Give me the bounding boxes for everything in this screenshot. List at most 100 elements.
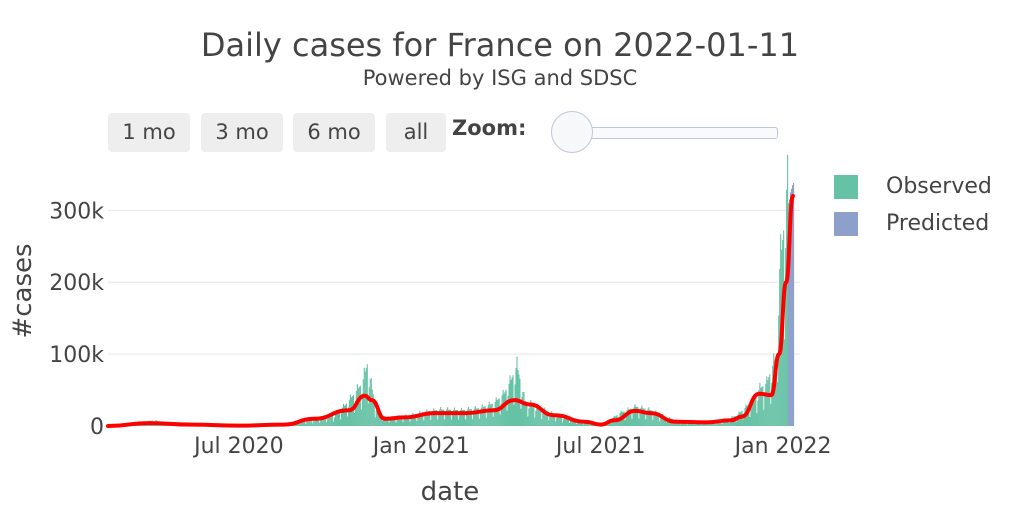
- bar-observed: [686, 424, 689, 426]
- bar-observed: [778, 315, 780, 426]
- bar-observed: [543, 409, 545, 426]
- bar-observed: [435, 410, 437, 426]
- bar-observed: [652, 420, 654, 426]
- bar-observed: [456, 410, 459, 426]
- bar-observed: [636, 406, 638, 426]
- bar-observed: [484, 406, 486, 426]
- bar-observed: [476, 408, 478, 426]
- bar-observed: [721, 424, 723, 426]
- bar-observed: [337, 411, 339, 426]
- bar-observed: [546, 410, 548, 426]
- bar-observed: [410, 417, 412, 426]
- bar-observed: [584, 422, 586, 426]
- bar-observed: [555, 421, 557, 426]
- bar-observed: [726, 419, 728, 426]
- bar-observed: [305, 423, 307, 426]
- bar-observed: [580, 421, 582, 426]
- bar-observed: [718, 421, 720, 426]
- bar-observed: [483, 406, 485, 426]
- y-tick-label: 300k: [49, 199, 104, 224]
- bar-observed: [575, 423, 578, 426]
- bar-observed: [374, 417, 376, 426]
- bar-observed: [768, 377, 770, 426]
- bar-observed: [657, 413, 659, 426]
- bar-observed: [719, 421, 721, 426]
- bar-observed: [530, 400, 532, 426]
- bar-observed: [535, 410, 537, 426]
- bar-observed: [649, 409, 651, 426]
- bar-observed: [427, 411, 429, 426]
- bar-observed: [683, 421, 686, 426]
- bar-observed: [742, 419, 744, 426]
- bar-observed: [412, 412, 414, 426]
- bar-observed: [361, 393, 363, 426]
- bar-observed: [617, 421, 619, 426]
- bar-observed: [401, 416, 403, 426]
- bar-observed: [644, 408, 646, 426]
- bar-observed: [784, 339, 786, 426]
- bar-observed: [362, 379, 364, 426]
- bar-observed: [450, 409, 452, 426]
- range-1mo-button[interactable]: 1 mo: [108, 113, 190, 152]
- range-3mo-button[interactable]: 3 mo: [201, 113, 283, 152]
- range-all-button[interactable]: all: [386, 113, 446, 152]
- bar-observed: [339, 419, 342, 426]
- bar-observed: [725, 419, 727, 426]
- bar-observed: [574, 419, 577, 426]
- bar-observed: [787, 154, 789, 426]
- bar-observed: [560, 416, 562, 426]
- bar-observed: [432, 410, 434, 426]
- bar-observed: [637, 407, 639, 426]
- bar-observed: [685, 421, 688, 426]
- bar-observed: [775, 356, 777, 426]
- bar-observed: [501, 395, 503, 426]
- bar-observed: [357, 388, 359, 426]
- y-tick-label: 100k: [49, 343, 104, 368]
- bar-observed: [372, 394, 374, 426]
- bar-observed: [661, 415, 663, 426]
- bar-observed: [632, 412, 634, 426]
- bar-observed: [466, 409, 468, 426]
- bar-observed: [434, 410, 436, 426]
- bar-observed: [504, 391, 506, 426]
- bar-observed: [426, 409, 428, 426]
- bar-observed: [577, 420, 579, 426]
- bar-observed: [479, 412, 481, 426]
- bar-observed: [548, 420, 550, 426]
- bar-observed: [659, 421, 661, 426]
- bar-observed: [382, 417, 384, 426]
- bar-observed: [640, 407, 642, 426]
- bar-observed: [626, 410, 628, 426]
- bar-observed: [457, 419, 460, 426]
- bar-observed: [404, 415, 406, 426]
- bar-observed: [633, 407, 635, 426]
- bars: [108, 154, 795, 426]
- bar-observed: [762, 386, 764, 426]
- bar-observed: [416, 421, 418, 426]
- bar-observed: [524, 400, 526, 426]
- x-tick-label: Jul 2021: [554, 434, 646, 459]
- bar-observed: [316, 418, 318, 426]
- bar-observed: [547, 411, 549, 426]
- bar-observed: [428, 411, 430, 426]
- bar-observed: [572, 419, 575, 426]
- legend-swatch-observed: [834, 175, 858, 199]
- bar-observed: [662, 414, 664, 426]
- bar-observed: [421, 412, 423, 426]
- bar-observed: [451, 413, 454, 426]
- bar-observed: [631, 418, 633, 426]
- bar-observed: [611, 420, 613, 426]
- bar-observed: [648, 407, 650, 426]
- bar-observed: [752, 397, 754, 426]
- bar-observed: [565, 417, 568, 426]
- zoom-slider-handle[interactable]: [551, 111, 593, 153]
- bar-observed: [493, 408, 495, 426]
- bar-observed: [413, 414, 415, 426]
- bar-observed: [681, 421, 684, 426]
- bar-observed: [415, 413, 417, 426]
- bar-observed: [311, 419, 313, 426]
- bar-observed: [387, 417, 389, 426]
- bar-observed: [755, 395, 757, 426]
- bar-observed: [680, 424, 682, 426]
- range-6mo-button[interactable]: 6 mo: [293, 113, 375, 152]
